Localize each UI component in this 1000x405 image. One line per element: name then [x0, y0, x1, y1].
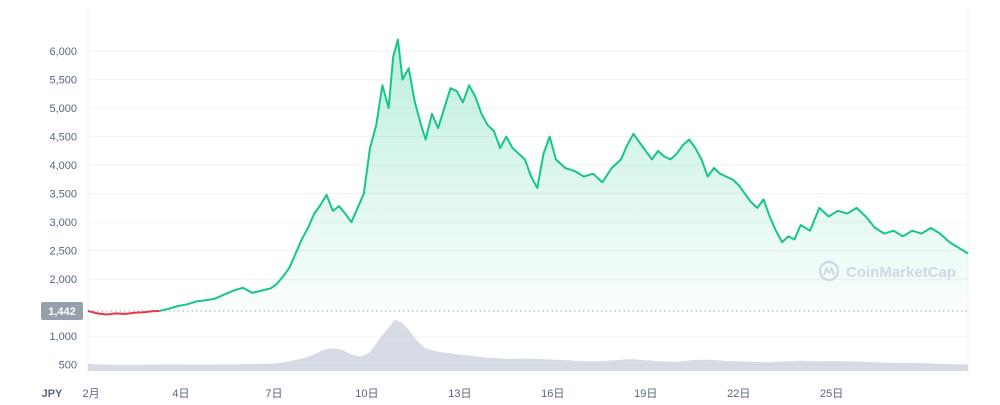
volume-area [88, 319, 968, 371]
x-axis-labels: 2月 4日 7日 10日 13日 16日 19日 22日 25日 [83, 388, 844, 400]
x-tick-label: 4日 [172, 388, 189, 400]
x-tick-label: 16日 [541, 388, 564, 400]
price-area [88, 39, 968, 311]
coinmarketcap-watermark: CoinMarketCap [818, 260, 956, 282]
x-tick-label: 7日 [265, 388, 282, 400]
currency-label: JPY [42, 388, 63, 400]
y-tick-label: 3,500 [49, 189, 77, 201]
price-line-above-baseline [159, 38, 969, 312]
y-tick-label: 5,000 [49, 103, 77, 115]
x-tick-label: 22日 [727, 388, 750, 400]
price-area-fill [88, 39, 968, 311]
baseline: 1,442 [41, 302, 968, 321]
y-tick-label: 5,500 [49, 75, 77, 87]
baseline-badge-label: 1,442 [48, 306, 76, 318]
y-tick-label: 2,500 [49, 246, 77, 258]
y-axis-labels: 500 1,000 2,000 2,500 3,000 3,500 4,000 4,500 5,… [49, 46, 77, 372]
y-tick-label: 4,000 [49, 160, 77, 172]
x-tick-label: 10日 [355, 388, 378, 400]
watermark-text: CoinMarketCap [846, 264, 956, 281]
y-tick-label: 2,000 [49, 274, 77, 286]
price-lines [87, 38, 969, 316]
volume-series [88, 319, 968, 371]
y-tick-label: 1,000 [49, 331, 77, 343]
y-tick-label: 6,000 [49, 46, 77, 58]
y-tick-label: 500 [59, 360, 77, 372]
x-tick-label: 2月 [83, 388, 100, 400]
x-tick-label: 19日 [634, 388, 657, 400]
price-line-below-baseline [87, 310, 160, 316]
y-tick-label: 3,000 [49, 217, 77, 229]
x-tick-label: 25日 [820, 388, 843, 400]
x-tick-label: 13日 [448, 388, 471, 400]
baseline-badge [41, 302, 83, 321]
y-tick-label: 4,500 [49, 132, 77, 144]
coinmarketcap-logo-icon [818, 260, 840, 282]
